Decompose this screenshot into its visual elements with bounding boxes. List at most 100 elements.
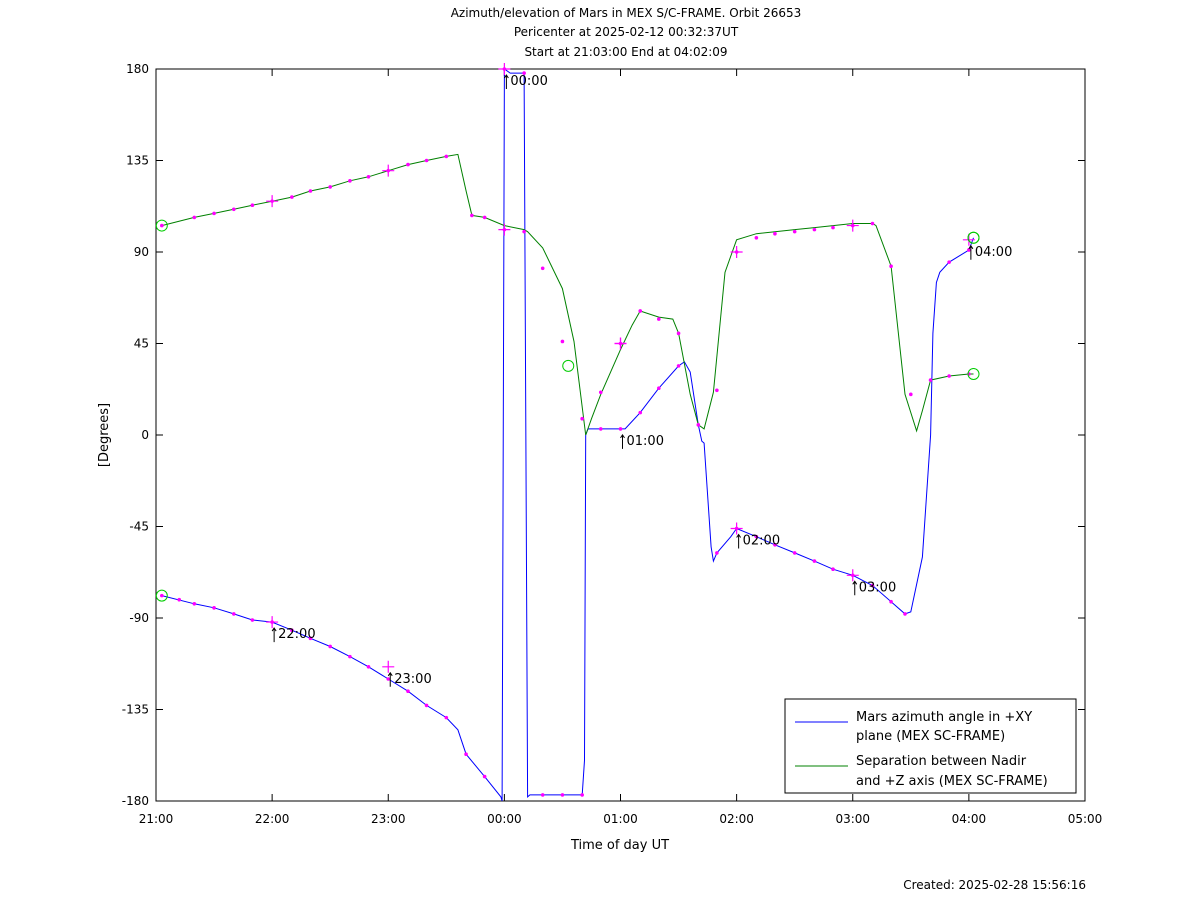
legend-label-separation-line-1: Separation between Nadir <box>856 754 1027 769</box>
marker-point-azimuth <box>348 654 352 659</box>
x-tick-label: 01:00 <box>603 812 638 826</box>
chart-title-line-1: Azimuth/elevation of Mars in MEX S/C-FRA… <box>451 6 802 20</box>
annotation-arrow <box>620 433 625 449</box>
annotation-arrow <box>736 533 742 549</box>
annotation-arrow <box>852 580 858 596</box>
marker-point-separation <box>638 309 643 313</box>
marker-point-azimuth <box>657 386 661 391</box>
marker-point-separation <box>540 266 545 271</box>
marker-point-azimuth <box>967 248 971 252</box>
marker-point-separation <box>290 195 294 199</box>
marker-point-separation <box>308 189 313 193</box>
marker-point-separation <box>792 229 797 234</box>
x-tick-label: 00:00 <box>487 812 522 826</box>
marker-point-azimuth <box>482 774 487 779</box>
created-timestamp: Created: 2025-02-28 15:56:16 <box>903 878 1086 892</box>
marker-point-separation <box>947 374 951 378</box>
marker-point-azimuth <box>792 551 797 555</box>
hour-marker-separation <box>266 195 279 208</box>
annotation-label: 22:00 <box>278 627 315 642</box>
marker-point-azimuth <box>638 410 643 415</box>
marker-point-separation <box>812 227 817 232</box>
marker-point-azimuth <box>424 703 429 708</box>
marker-point-azimuth <box>386 677 391 681</box>
y-tick-label: 180 <box>126 62 149 76</box>
marker-point-azimuth <box>192 601 197 606</box>
x-tick-label: 23:00 <box>371 812 406 826</box>
hour-marker-azimuth <box>266 616 279 629</box>
marker-point-azimuth <box>696 423 701 427</box>
hour-marker-azimuth <box>498 63 511 75</box>
marker-point-separation <box>598 390 603 395</box>
marker-point-azimuth <box>754 534 759 539</box>
marker-point-separation <box>192 215 197 220</box>
x-axis-label: Time of day UT <box>570 838 669 853</box>
marker-point-separation <box>232 207 236 212</box>
annotation-arrow <box>387 671 393 687</box>
marker-point-azimuth <box>889 599 893 604</box>
series-lines <box>161 68 974 802</box>
hour-marker-separation <box>846 219 859 232</box>
marker-point-separation <box>328 185 332 189</box>
marker-point-separation <box>560 339 565 344</box>
marker-point-separation <box>406 162 410 167</box>
annotation-label: 01:00 <box>627 434 664 449</box>
marker-point-azimuth <box>212 606 216 610</box>
marker-point-azimuth <box>308 636 313 641</box>
hour-marker-separation <box>730 246 743 258</box>
legend-label-azimuth-line-1: Mars azimuth angle in +XY <box>856 710 1032 725</box>
y-tick-label: -135 <box>122 703 149 717</box>
y-tick-label: -180 <box>122 794 149 808</box>
marker-point-separation <box>160 223 164 228</box>
marker-point-separation <box>870 221 875 226</box>
y-tick-label: -90 <box>129 611 149 625</box>
x-tick-label: 22:00 <box>255 812 290 826</box>
annotation-arrow <box>503 74 509 89</box>
marker-point-azimuth <box>598 427 603 431</box>
legend-box <box>784 698 1077 794</box>
y-axis-label: [Degrees] <box>97 403 112 467</box>
annotation-arrow <box>968 244 974 260</box>
marker-point-separation <box>676 331 681 336</box>
annotation-arrow <box>271 627 277 643</box>
series-markers <box>155 63 980 797</box>
marker-point-separation <box>470 213 474 218</box>
start-end-marker-separation <box>967 368 980 380</box>
annotation-label: 04:00 <box>975 245 1012 260</box>
marker-point-separation <box>522 229 526 234</box>
marker-point-azimuth <box>676 364 681 368</box>
y-tick-label: 135 <box>126 154 149 168</box>
marker-point-azimuth <box>250 618 255 622</box>
hour-marker-separation <box>614 337 627 350</box>
x-tick-label: 02:00 <box>719 812 754 826</box>
marker-point-separation <box>424 158 429 163</box>
x-tick-label: 04:00 <box>952 812 987 826</box>
marker-point-separation <box>909 392 913 397</box>
marker-point-azimuth <box>232 612 236 616</box>
annotation-label: 00:00 <box>510 74 547 89</box>
marker-point-azimuth <box>831 567 835 571</box>
marker-point-azimuth <box>540 793 545 797</box>
marker-point-azimuth <box>580 793 584 797</box>
marker-point-azimuth <box>903 612 907 616</box>
marker-point-separation <box>212 211 216 216</box>
marker-point-separation <box>580 416 584 421</box>
marker-point-separation <box>366 174 371 179</box>
start-end-marker-separation <box>155 219 168 232</box>
y-tick-label: -45 <box>129 520 149 534</box>
chart-title-line-3: Start at 21:03:00 End at 04:02:09 <box>524 45 727 59</box>
hour-annotations: 22:00 23:00 00:00 01:00 02:00 03:00 04:00 <box>271 74 1012 687</box>
annotation-label: 02:00 <box>743 534 780 549</box>
y-tick-label: 0 <box>141 428 149 442</box>
marker-point-separation <box>754 235 759 240</box>
series-line-azimuth <box>161 68 974 802</box>
marker-point-azimuth <box>715 551 719 555</box>
hour-marker-azimuth <box>382 660 395 673</box>
marker-point-azimuth <box>464 752 468 757</box>
marker-point-azimuth <box>870 583 875 588</box>
marker-point-azimuth <box>366 665 371 669</box>
marker-point-separation <box>444 154 449 159</box>
plot-frame <box>155 68 1086 802</box>
start-end-marker-separation <box>967 231 980 244</box>
